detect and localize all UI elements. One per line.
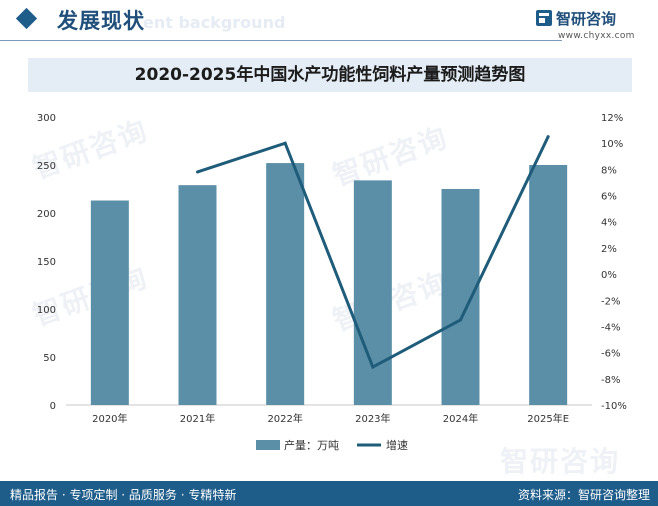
legend-swatch-production — [256, 440, 280, 450]
y-right-tick-label: 2% — [601, 244, 617, 255]
section-title: 发展现状 — [57, 9, 145, 33]
chart-title: 2020-2025年中国水产功能性饲料产量预测趋势图 — [28, 58, 632, 92]
brand-url: www.chyxx.com — [558, 31, 635, 41]
legend-label-growth: 增速 — [386, 438, 408, 452]
footer-bar: 精品报告 · 专项定制 · 品质服务 · 专精特新 资料来源：智研咨询整理 — [0, 481, 658, 506]
y-right-tick-label: -6% — [601, 349, 620, 360]
x-tick-label: 2025年E — [527, 412, 569, 425]
y-left-tick-label: 200 — [37, 209, 56, 220]
y-right-tick-label: -4% — [601, 322, 620, 333]
bar-production — [529, 165, 568, 405]
y-left-tick-label: 50 — [43, 353, 56, 364]
y-right-tick-label: 0% — [601, 270, 617, 281]
y-right-tick-label: 10% — [601, 139, 623, 150]
y-right-tick-label: -2% — [601, 296, 620, 307]
x-tick-label: 2020年 — [92, 412, 127, 425]
y-left-tick-label: 0 — [50, 401, 56, 412]
y-right-tick-label: 4% — [601, 218, 617, 229]
y-left-tick-label: 100 — [37, 305, 56, 316]
y-right-tick-label: 6% — [601, 192, 617, 203]
y-left-tick-label: 150 — [37, 257, 56, 268]
bar-production — [90, 200, 129, 405]
growth-rate-point — [459, 318, 462, 322]
chart: 0 50 100 150 200 250 300 -10% -8% -6% -4% -2% 0% 2% 4… — [37, 113, 627, 452]
y-left-tick-label: 250 — [37, 161, 56, 172]
bar-production — [441, 189, 480, 405]
y-right-tick-label: 12% — [601, 113, 623, 124]
y-right-tick-label: -10% — [601, 401, 627, 412]
growth-rate-point — [283, 141, 287, 145]
header-rule — [0, 40, 562, 41]
brand-name: 智研咨询 — [556, 10, 617, 28]
y-right-tick-label: 8% — [601, 165, 617, 176]
y-left-tick-label: 300 — [37, 113, 56, 124]
header-ghost-text: ent background — [143, 13, 286, 32]
brand-logo-icon — [536, 10, 552, 26]
x-tick-label: 2022年 — [267, 412, 302, 425]
section-header: ent background 发展现状 — [0, 0, 658, 44]
bar-production — [266, 163, 305, 405]
x-tick-label: 2023年 — [355, 412, 390, 425]
growth-rate-point — [546, 135, 550, 139]
diamond-icon — [15, 7, 38, 30]
growth-rate-point — [196, 170, 199, 174]
legend-label-production: 产量：万吨 — [284, 438, 339, 452]
footer-tagline: 精品报告 · 专项定制 · 品质服务 · 专精特新 — [10, 488, 237, 502]
bar-production — [353, 180, 392, 405]
y-right-tick-label: -8% — [601, 375, 620, 386]
x-tick-label: 2024年 — [443, 412, 478, 425]
growth-rate-point — [371, 365, 375, 369]
footer-source: 资料来源：智研咨询整理 — [517, 488, 650, 502]
watermark-5: 智研咨询 — [500, 445, 621, 478]
x-tick-label: 2021年 — [180, 412, 215, 425]
bar-production — [178, 185, 217, 405]
brand-logo: 智研咨询 www.chyxx.com — [536, 8, 646, 42]
